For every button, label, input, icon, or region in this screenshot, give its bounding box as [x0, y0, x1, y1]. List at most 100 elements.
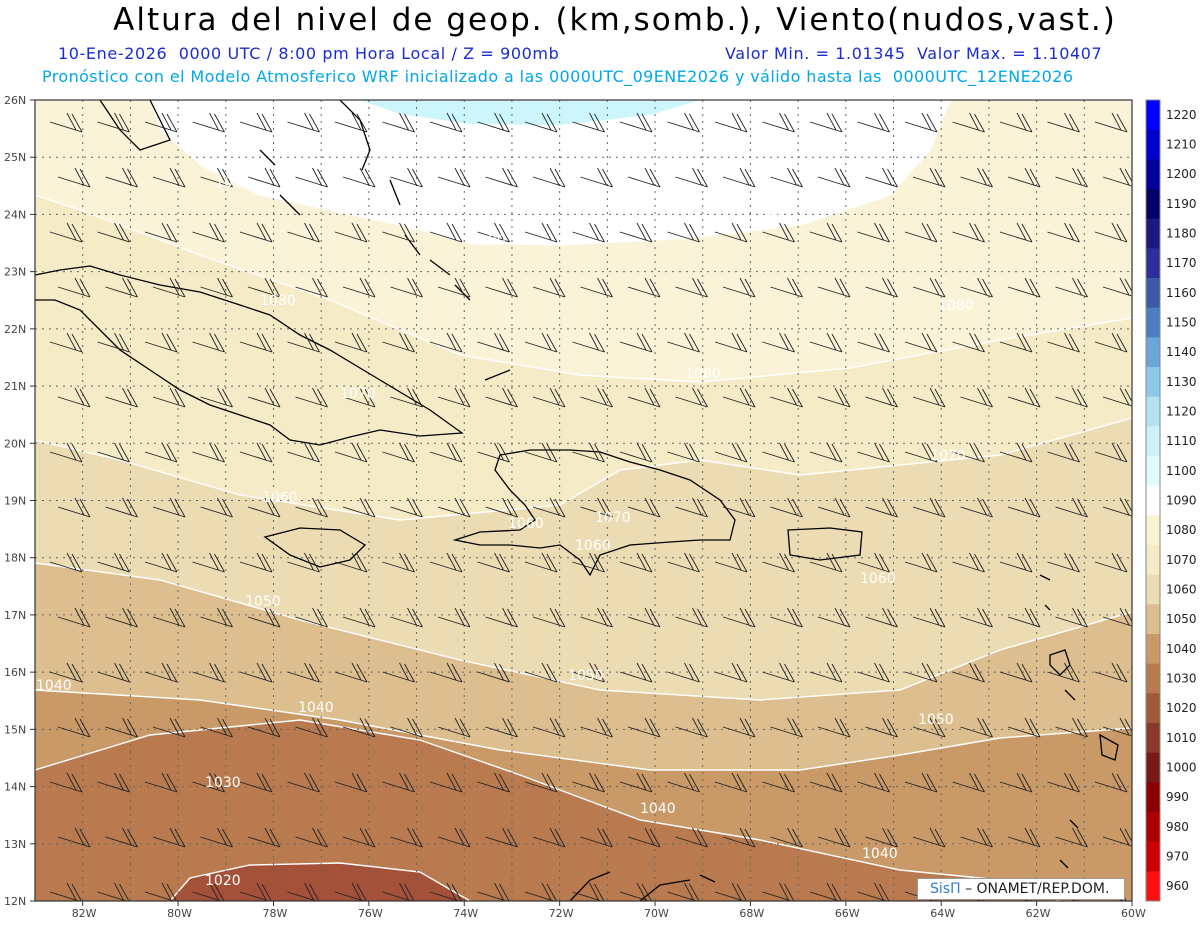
wind-barb [295, 277, 328, 298]
wind-barb [192, 332, 225, 353]
colorbar: 1220 1210 1200 1190 1180 1170 1160 1150 1140 1130… [1145, 99, 1197, 902]
wind-barb [960, 167, 993, 188]
wind-barb [722, 717, 756, 738]
wind-barb [865, 607, 898, 628]
fill-1020 [170, 863, 470, 901]
wind-barb [485, 827, 518, 848]
wind-barb [1047, 552, 1080, 573]
wind-barb [857, 222, 890, 243]
wind-barb [485, 167, 518, 188]
wind-barb [904, 332, 938, 353]
wind-barb [287, 662, 320, 683]
wind-barb [390, 497, 423, 518]
wind-barb [334, 772, 368, 793]
wind-barb [152, 717, 186, 738]
colorbar-swatch [1146, 752, 1160, 783]
contour-1070 [35, 417, 1132, 521]
wind-barb [572, 332, 605, 353]
colorbar-label: 1180 [1166, 227, 1197, 241]
colorbar-swatch [1146, 485, 1160, 516]
wind-barb [904, 772, 938, 793]
wind-barb [857, 772, 890, 793]
wind-barb [762, 662, 795, 683]
wind-barb [1102, 827, 1132, 847]
wind-barb [1055, 607, 1088, 628]
contour-label: 1080 [260, 293, 296, 309]
wind-barb [865, 387, 898, 408]
wind-barb [1007, 387, 1041, 408]
wind-barb [295, 717, 328, 738]
contour-label: 1040 [36, 678, 72, 694]
wind-barb [912, 277, 946, 298]
wind-barb [144, 442, 178, 463]
wind-barb [57, 167, 91, 188]
wind-barb [1094, 662, 1128, 683]
wind-barb [619, 222, 653, 243]
wind-barb [429, 222, 463, 243]
lon-label: 82W [72, 907, 97, 920]
contour-1050 [35, 689, 1132, 771]
contour-label: 1080 [938, 298, 974, 314]
wind-barb [580, 717, 613, 738]
colorbar-label: 980 [1166, 820, 1189, 834]
lon-label: 80W [167, 907, 192, 920]
colorbar-label: 1030 [1166, 672, 1197, 686]
wind-barb [57, 277, 91, 298]
wind-barb [904, 552, 938, 573]
wind-barb [817, 387, 851, 408]
wind-barb [144, 112, 178, 133]
wind-barb [1055, 717, 1088, 738]
wind-barb [485, 277, 518, 298]
wind-barb [1102, 387, 1132, 407]
colorbar-swatch [1146, 396, 1160, 427]
wind-barb [667, 442, 700, 463]
wind-barb [857, 552, 890, 573]
wind-barb [809, 662, 843, 683]
wind-barb [809, 882, 842, 901]
wind-barb [200, 607, 233, 628]
wind-barb [667, 332, 700, 353]
colorbar-swatch [1146, 634, 1160, 665]
wind-barb [382, 552, 415, 573]
wind-barb [960, 387, 993, 408]
wind-barb [295, 167, 328, 188]
wind-barb [817, 827, 851, 848]
wind-barb [97, 442, 130, 463]
wind-barb [714, 112, 748, 133]
wind-barb [627, 607, 661, 628]
wind-barb [105, 167, 138, 188]
wind-barb [57, 607, 91, 628]
lon-label: 62W [1026, 907, 1051, 920]
wind-barb [532, 607, 566, 628]
wind-barb [477, 112, 510, 133]
wind-barb [999, 112, 1033, 133]
wind-barb [1055, 497, 1088, 518]
wind-barb [1047, 442, 1080, 463]
wind-barb [572, 882, 605, 901]
wind-barb [817, 497, 851, 518]
colorbar-label: 1190 [1166, 197, 1197, 211]
wind-barb [287, 772, 320, 793]
wind-barb [437, 827, 471, 848]
colorbar-label: 1100 [1166, 464, 1197, 478]
lat-label: 24N [4, 208, 26, 221]
colorbar-swatch [1146, 189, 1160, 220]
lon-label: 76W [358, 907, 383, 920]
wind-barb [714, 662, 748, 683]
wind-barb [1055, 387, 1088, 408]
florida-outline [99, 100, 171, 151]
wind-barb [200, 497, 233, 518]
wind-barb [667, 772, 700, 793]
wind-barb [49, 332, 83, 353]
wind-barb [1007, 277, 1041, 298]
wind-barb [999, 772, 1033, 793]
colorbar-swatch [1146, 159, 1160, 190]
wind-barb [144, 662, 178, 683]
wind-barb [762, 772, 795, 793]
wind-barb [382, 222, 415, 243]
wind-barb [437, 167, 471, 188]
wind-barb [524, 772, 558, 793]
wind-barb [960, 277, 993, 298]
contour-1060 [35, 562, 1132, 701]
wind-barbs [49, 112, 1132, 901]
